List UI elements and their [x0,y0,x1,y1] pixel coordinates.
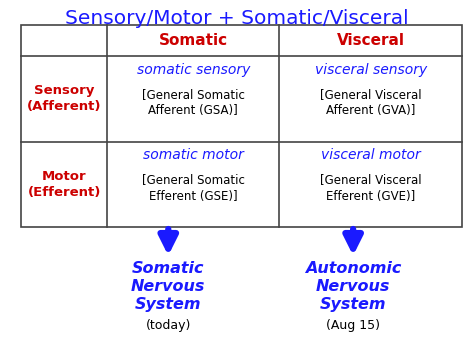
Text: visceral sensory: visceral sensory [315,62,427,77]
Text: Visceral: Visceral [337,33,405,48]
Text: Autonomic
Nervous
System: Autonomic Nervous System [305,261,401,312]
Text: Sensory
(Afferent): Sensory (Afferent) [27,84,101,114]
Text: (Aug 15): (Aug 15) [326,319,380,332]
Text: somatic sensory: somatic sensory [137,62,250,77]
Text: [General Somatic
Afferent (GSA)]: [General Somatic Afferent (GSA)] [142,88,245,117]
Text: Sensory/Motor + Somatic/Visceral: Sensory/Motor + Somatic/Visceral [65,9,409,28]
Bar [21,25,462,227]
Text: somatic motor: somatic motor [143,148,244,162]
Text: [General Somatic
Efferent (GSE)]: [General Somatic Efferent (GSE)] [142,174,245,202]
Text: [General Visceral
Afferent (GVA)]: [General Visceral Afferent (GVA)] [320,88,421,117]
Text: (today): (today) [146,319,191,332]
Text: visceral motor: visceral motor [321,148,420,162]
Text: [General Visceral
Efferent (GVE)]: [General Visceral Efferent (GVE)] [320,174,421,202]
Text: Motor
(Efferent): Motor (Efferent) [27,170,101,199]
Text: Somatic
Nervous
System: Somatic Nervous System [131,261,205,312]
Text: Somatic: Somatic [159,33,228,48]
